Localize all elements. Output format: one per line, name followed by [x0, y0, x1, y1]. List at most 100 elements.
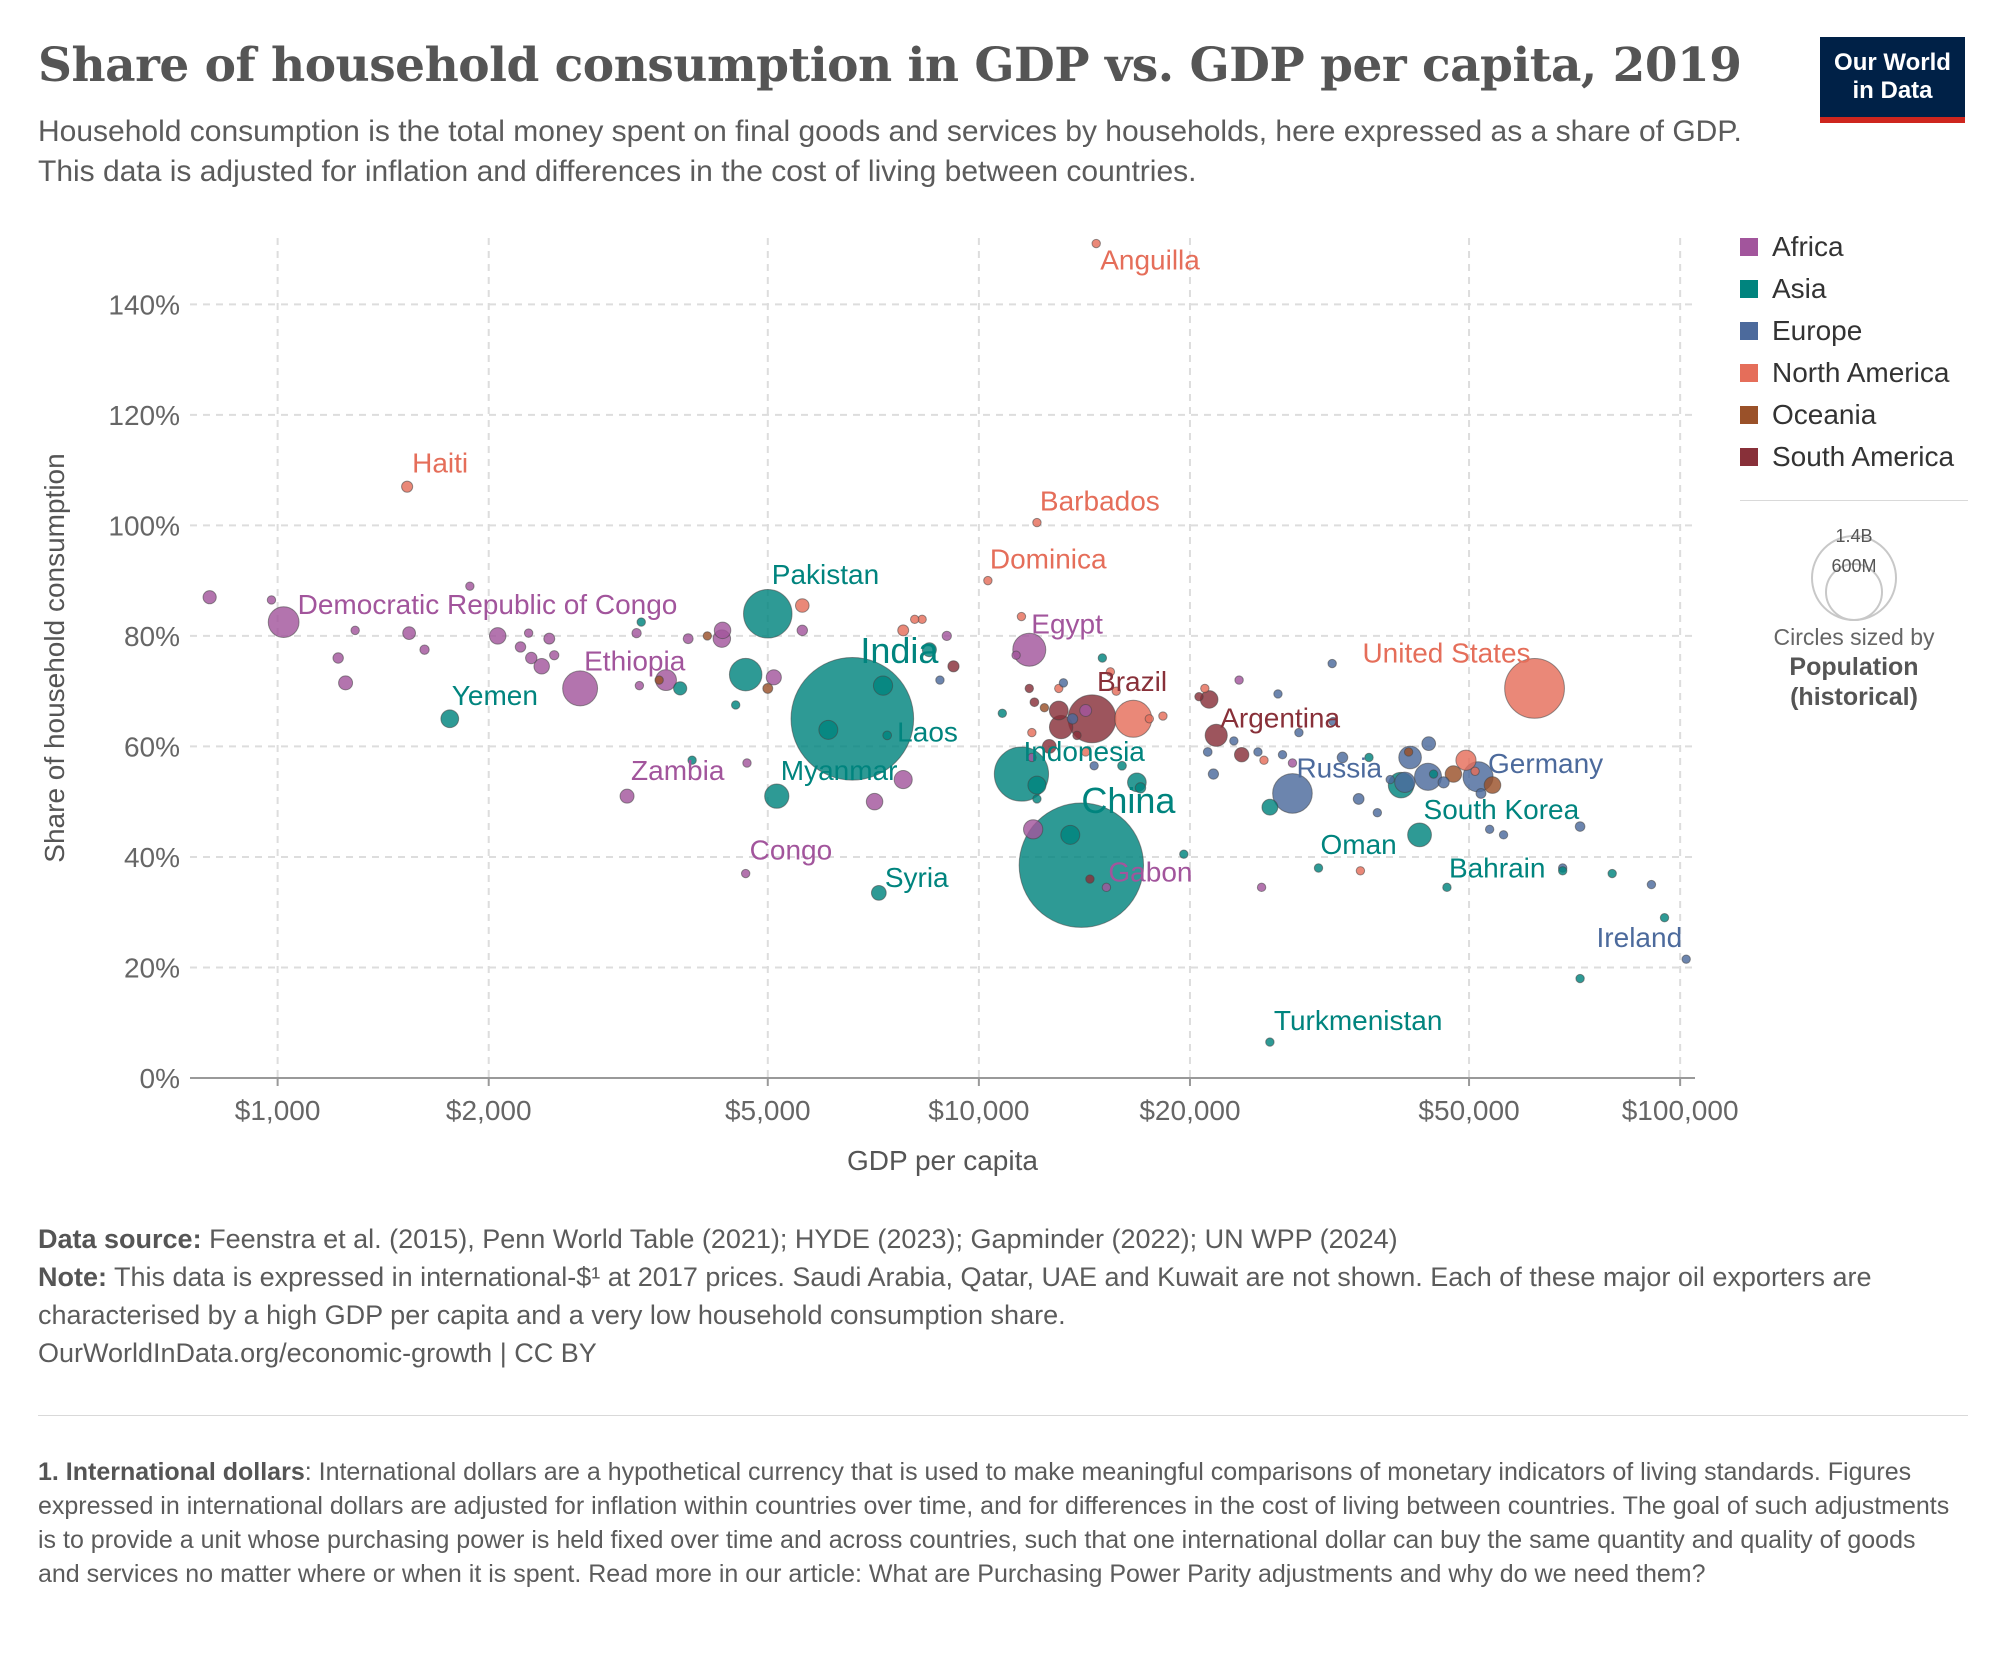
point-north-america[interactable] — [1158, 711, 1168, 721]
point-africa[interactable] — [1079, 704, 1093, 717]
point-europe[interactable] — [1414, 762, 1443, 791]
point-africa[interactable] — [865, 792, 884, 811]
point-oceania[interactable] — [1039, 703, 1050, 713]
point-africa[interactable] — [525, 651, 538, 665]
point-south-america[interactable] — [1194, 691, 1204, 702]
point-oceania[interactable] — [1483, 776, 1502, 794]
point-asia[interactable] — [1428, 769, 1439, 779]
point-europe[interactable] — [1277, 750, 1288, 760]
point-europe[interactable] — [1475, 787, 1487, 799]
point-asia[interactable] — [872, 675, 894, 696]
point-africa[interactable] — [549, 650, 560, 661]
point-north-america[interactable] — [1200, 683, 1210, 694]
point-europe[interactable] — [1394, 771, 1416, 794]
point-asia[interactable] — [1557, 866, 1568, 876]
point-north-america[interactable] — [1111, 686, 1121, 696]
point-europe[interactable] — [1574, 821, 1586, 832]
point-north-america[interactable] — [794, 598, 810, 613]
point-north-america[interactable] — [1016, 611, 1027, 622]
point-africa[interactable] — [533, 658, 550, 675]
point-asia[interactable] — [673, 681, 688, 696]
point-africa[interactable] — [713, 621, 732, 640]
point-asia[interactable] — [730, 700, 741, 710]
point-africa[interactable] — [682, 633, 694, 645]
point-europe[interactable] — [1437, 776, 1450, 789]
point-south-america[interactable] — [1072, 730, 1082, 741]
point-asia[interactable] — [687, 755, 697, 765]
point-oceania[interactable] — [654, 675, 664, 685]
point-russia[interactable] — [1272, 773, 1313, 814]
point-oceania[interactable] — [1403, 747, 1414, 757]
point-europe[interactable] — [1385, 774, 1395, 785]
point-south-america[interactable] — [1085, 874, 1095, 884]
point-barbados[interactable] — [1032, 517, 1042, 528]
point-ethiopia[interactable] — [562, 670, 599, 707]
point-europe[interactable] — [1058, 678, 1069, 688]
owid-logo[interactable]: Our World in Data — [1820, 37, 1965, 123]
point-africa[interactable] — [1234, 675, 1244, 685]
point-asia[interactable] — [921, 642, 937, 658]
point-europe[interactable] — [1352, 793, 1365, 805]
point-asia[interactable] — [1261, 798, 1279, 816]
point-europe[interactable] — [1229, 736, 1239, 746]
point-africa[interactable] — [941, 630, 952, 642]
point-oceania[interactable] — [1444, 765, 1463, 783]
point-asia[interactable] — [1032, 794, 1042, 804]
point-myanmar[interactable] — [764, 783, 790, 809]
point-south-america[interactable] — [1041, 739, 1057, 754]
point-asia[interactable] — [1659, 913, 1670, 923]
legend-item-south-america[interactable]: South America — [1740, 436, 1954, 478]
point-africa[interactable] — [523, 628, 534, 638]
point-north-america[interactable] — [1455, 749, 1477, 771]
point-haiti[interactable] — [401, 480, 414, 493]
legend-item-africa[interactable]: Africa — [1740, 226, 1954, 268]
point-bahrain[interactable] — [1442, 882, 1452, 893]
point-africa[interactable] — [1011, 650, 1021, 660]
point-europe[interactable] — [935, 675, 945, 685]
point-north-america[interactable] — [1080, 747, 1091, 757]
point-europe[interactable] — [1202, 747, 1213, 757]
point-africa[interactable] — [742, 758, 752, 768]
point-asia[interactable] — [1364, 752, 1374, 763]
point-africa[interactable] — [266, 595, 277, 605]
point-zambia[interactable] — [619, 788, 635, 804]
point-north-america[interactable] — [1144, 714, 1155, 724]
point-asia[interactable] — [1117, 760, 1127, 771]
point-asia[interactable] — [1575, 973, 1585, 984]
point-europe[interactable] — [1066, 713, 1079, 725]
point-europe[interactable] — [1421, 736, 1437, 752]
point-africa[interactable] — [634, 680, 645, 691]
point-egypt[interactable] — [1012, 632, 1047, 667]
point-africa[interactable] — [1027, 752, 1037, 763]
point-asia[interactable] — [1607, 868, 1617, 879]
point-africa[interactable] — [893, 770, 913, 790]
point-europe[interactable] — [1294, 727, 1304, 738]
point-pakistan[interactable] — [743, 589, 793, 639]
point-europe[interactable] — [1273, 689, 1283, 699]
point-europe[interactable] — [1253, 747, 1263, 757]
point-north-america[interactable] — [1259, 755, 1269, 765]
point-africa[interactable] — [1023, 819, 1044, 840]
point-south-america[interactable] — [1199, 690, 1219, 709]
point-africa[interactable] — [402, 626, 417, 641]
point-congo[interactable] — [740, 868, 751, 879]
scatter-chart[interactable]: 0% 20% 40% 60% 80% 100% 120% 140% $1,000 $2,000 $5… — [0, 0, 2000, 1200]
point-south-korea[interactable] — [1407, 822, 1432, 848]
point-africa[interactable] — [419, 644, 430, 655]
point-africa[interactable] — [543, 632, 556, 645]
point-china[interactable] — [1018, 802, 1145, 928]
point-anguilla[interactable] — [1091, 238, 1101, 249]
point-europe[interactable] — [1372, 808, 1383, 818]
point-north-america[interactable] — [910, 614, 920, 625]
point-oceania[interactable] — [762, 682, 774, 694]
point-yemen[interactable] — [440, 709, 460, 729]
point-asia[interactable] — [1097, 653, 1108, 663]
point-syria[interactable] — [870, 884, 887, 901]
point-south-america[interactable] — [1233, 747, 1250, 763]
point-europe[interactable] — [1327, 658, 1337, 669]
point-africa[interactable] — [631, 627, 642, 639]
point-africa[interactable] — [1256, 882, 1267, 893]
source-url[interactable]: OurWorldInData.org/economic-growth | CC … — [38, 1338, 597, 1368]
point-south-america[interactable] — [1029, 697, 1040, 708]
point-africa[interactable] — [332, 652, 344, 664]
